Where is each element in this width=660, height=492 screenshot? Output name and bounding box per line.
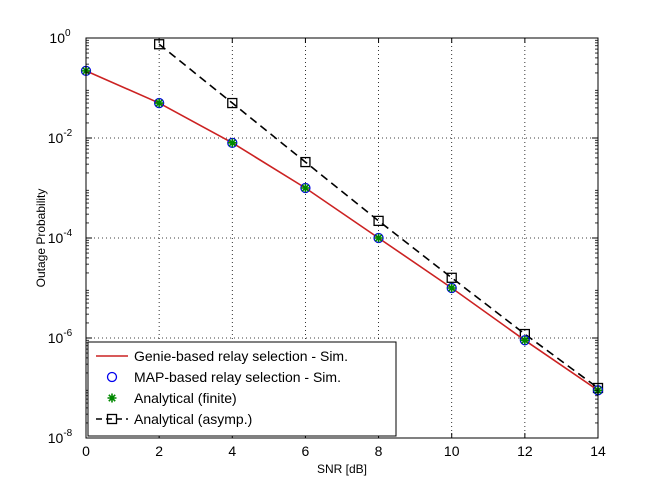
legend-box: [87, 341, 397, 437]
legend-entry: Genie-based relay selection - Sim.: [96, 348, 348, 364]
legend-entry: Analytical (asymp.): [96, 411, 252, 427]
legend-label: MAP-based relay selection - Sim.: [134, 369, 341, 385]
x-tick-label: 4: [228, 443, 236, 459]
y-tick-label: 100: [49, 28, 71, 46]
x-tick-label: 8: [375, 443, 383, 459]
legend-entry: Analytical (finite): [107, 390, 237, 406]
series-point: [447, 283, 457, 293]
series-point: [520, 335, 530, 345]
legend: Genie-based relay selection - Sim. MAP-ba…: [87, 341, 397, 437]
y-tick-label: 10-8: [48, 428, 73, 446]
series-point: [300, 183, 310, 193]
x-tick-label: 0: [82, 443, 90, 459]
x-tick-label: 10: [444, 443, 460, 459]
x-tick-label: 12: [517, 443, 533, 459]
series-point: [373, 215, 384, 227]
tick-labels: 0 2 4 6 8 10 12 14 100 10-2 10-4 10-6 10-8: [48, 28, 606, 459]
y-tick-label: 10-6: [48, 328, 73, 346]
series-layer: [80, 39, 604, 396]
series-point: [227, 138, 237, 148]
ticks: [85, 37, 599, 439]
y-axis-label: Outage Probability: [34, 189, 48, 288]
legend-marker: [106, 413, 118, 425]
series-point: [227, 97, 238, 109]
legend-label: Analytical (asymp.): [134, 411, 252, 427]
legend-label: Genie-based relay selection - Sim.: [134, 348, 348, 364]
legend-marker: [106, 371, 118, 383]
series-line: [85, 70, 599, 391]
y-tick-label: 10-4: [48, 228, 73, 246]
x-tick-label: 2: [155, 443, 163, 459]
x-tick-label: 14: [590, 443, 606, 459]
y-tick-label: 10-2: [48, 128, 73, 146]
legend-entry: MAP-based relay selection - Sim.: [106, 369, 341, 385]
series-point: [300, 156, 311, 168]
series-point: [446, 272, 457, 283]
series-point: [154, 98, 164, 108]
x-axis-label: SNR [dB]: [317, 462, 367, 476]
legend-label: Analytical (finite): [134, 390, 237, 406]
series-point: [374, 233, 384, 243]
legend-marker: [107, 393, 117, 403]
x-tick-label: 6: [302, 443, 310, 459]
series-line: [158, 43, 599, 389]
series-0: [85, 70, 599, 391]
